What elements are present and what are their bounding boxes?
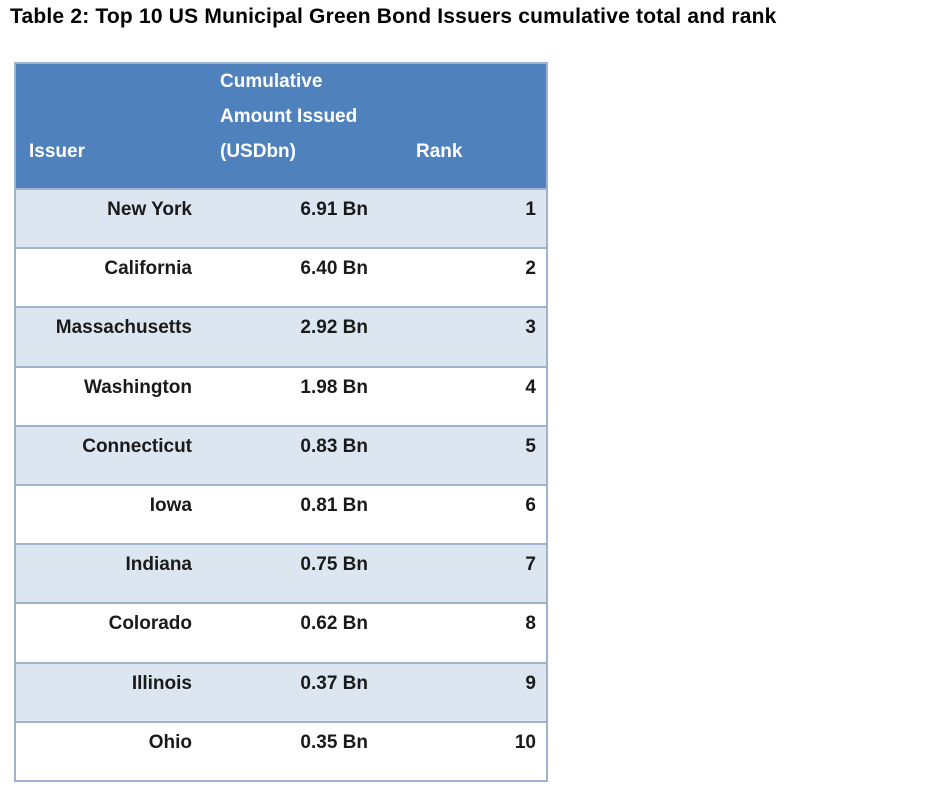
rank-cell: 7 [525, 554, 536, 576]
rank-cell: 9 [525, 672, 536, 694]
amount-cell: 2.92 Bn [300, 317, 368, 339]
issuer-cell: New York [107, 199, 192, 220]
amount-cell: 0.83 Bn [300, 435, 368, 457]
issuer-cell: Indiana [125, 554, 192, 576]
amount-cell: 1.98 Bn [300, 376, 368, 398]
amount-cell: 0.81 Bn [300, 494, 368, 516]
table-row: Colorado 0.62 Bn 8 [16, 602, 546, 662]
table-row: Indiana 0.75 Bn 7 [16, 543, 546, 603]
issuer-cell: Connecticut [82, 435, 192, 457]
table-row: Washington 1.98 Bn 4 [16, 365, 546, 425]
header-amount-label: Cumulative Amount Issued (USDbn) [220, 71, 358, 162]
issuer-cell: Colorado [108, 613, 192, 635]
table-row: Massachusetts 2.92 Bn 3 [16, 306, 546, 366]
page-title: Table 2: Top 10 US Municipal Green Bond … [10, 5, 777, 28]
rank-cell: 5 [525, 435, 536, 457]
table-row: Illinois 0.37 Bn 9 [16, 661, 546, 721]
rank-cell: 6 [525, 494, 536, 516]
header-rank-label: Rank [416, 141, 463, 162]
issuer-cell: Iowa [149, 494, 192, 516]
amount-cell: 0.37 Bn [300, 672, 368, 694]
rank-cell: 3 [525, 317, 536, 339]
amount-cell: 0.75 Bn [300, 554, 368, 576]
issuer-cell: Massachusetts [55, 317, 192, 339]
table-row: New York 6.91 Bn 1 [16, 188, 546, 248]
rank-cell: 4 [525, 376, 536, 398]
amount-cell: 0.62 Bn [300, 613, 368, 635]
green-bond-issuers-table: Issuer Cumulative Amount Issued (USDbn) … [14, 62, 548, 782]
rank-cell: 10 [514, 731, 536, 753]
table-header-row: Issuer Cumulative Amount Issued (USDbn) … [16, 64, 546, 188]
header-cell-rank: Rank [403, 64, 546, 190]
table-row: California 6.40 Bn 2 [16, 247, 546, 307]
amount-cell: 0.35 Bn [300, 731, 368, 753]
table-row: Connecticut 0.83 Bn 5 [16, 424, 546, 484]
rank-cell: 8 [525, 613, 536, 635]
header-cell-amount: Cumulative Amount Issued (USDbn) [207, 64, 403, 190]
amount-cell: 6.91 Bn [300, 199, 368, 220]
table-row: Iowa 0.81 Bn 6 [16, 483, 546, 544]
header-cell-issuer: Issuer [16, 64, 207, 190]
table-row: Ohio 0.35 Bn 10 [16, 720, 546, 780]
amount-cell: 6.40 Bn [300, 258, 368, 280]
header-issuer-label: Issuer [29, 141, 85, 162]
rank-cell: 1 [525, 199, 536, 220]
issuer-cell: Ohio [148, 731, 192, 753]
issuer-cell: Washington [84, 376, 192, 398]
issuer-cell: Illinois [131, 672, 192, 694]
issuer-cell: California [104, 258, 192, 280]
rank-cell: 2 [525, 258, 536, 280]
